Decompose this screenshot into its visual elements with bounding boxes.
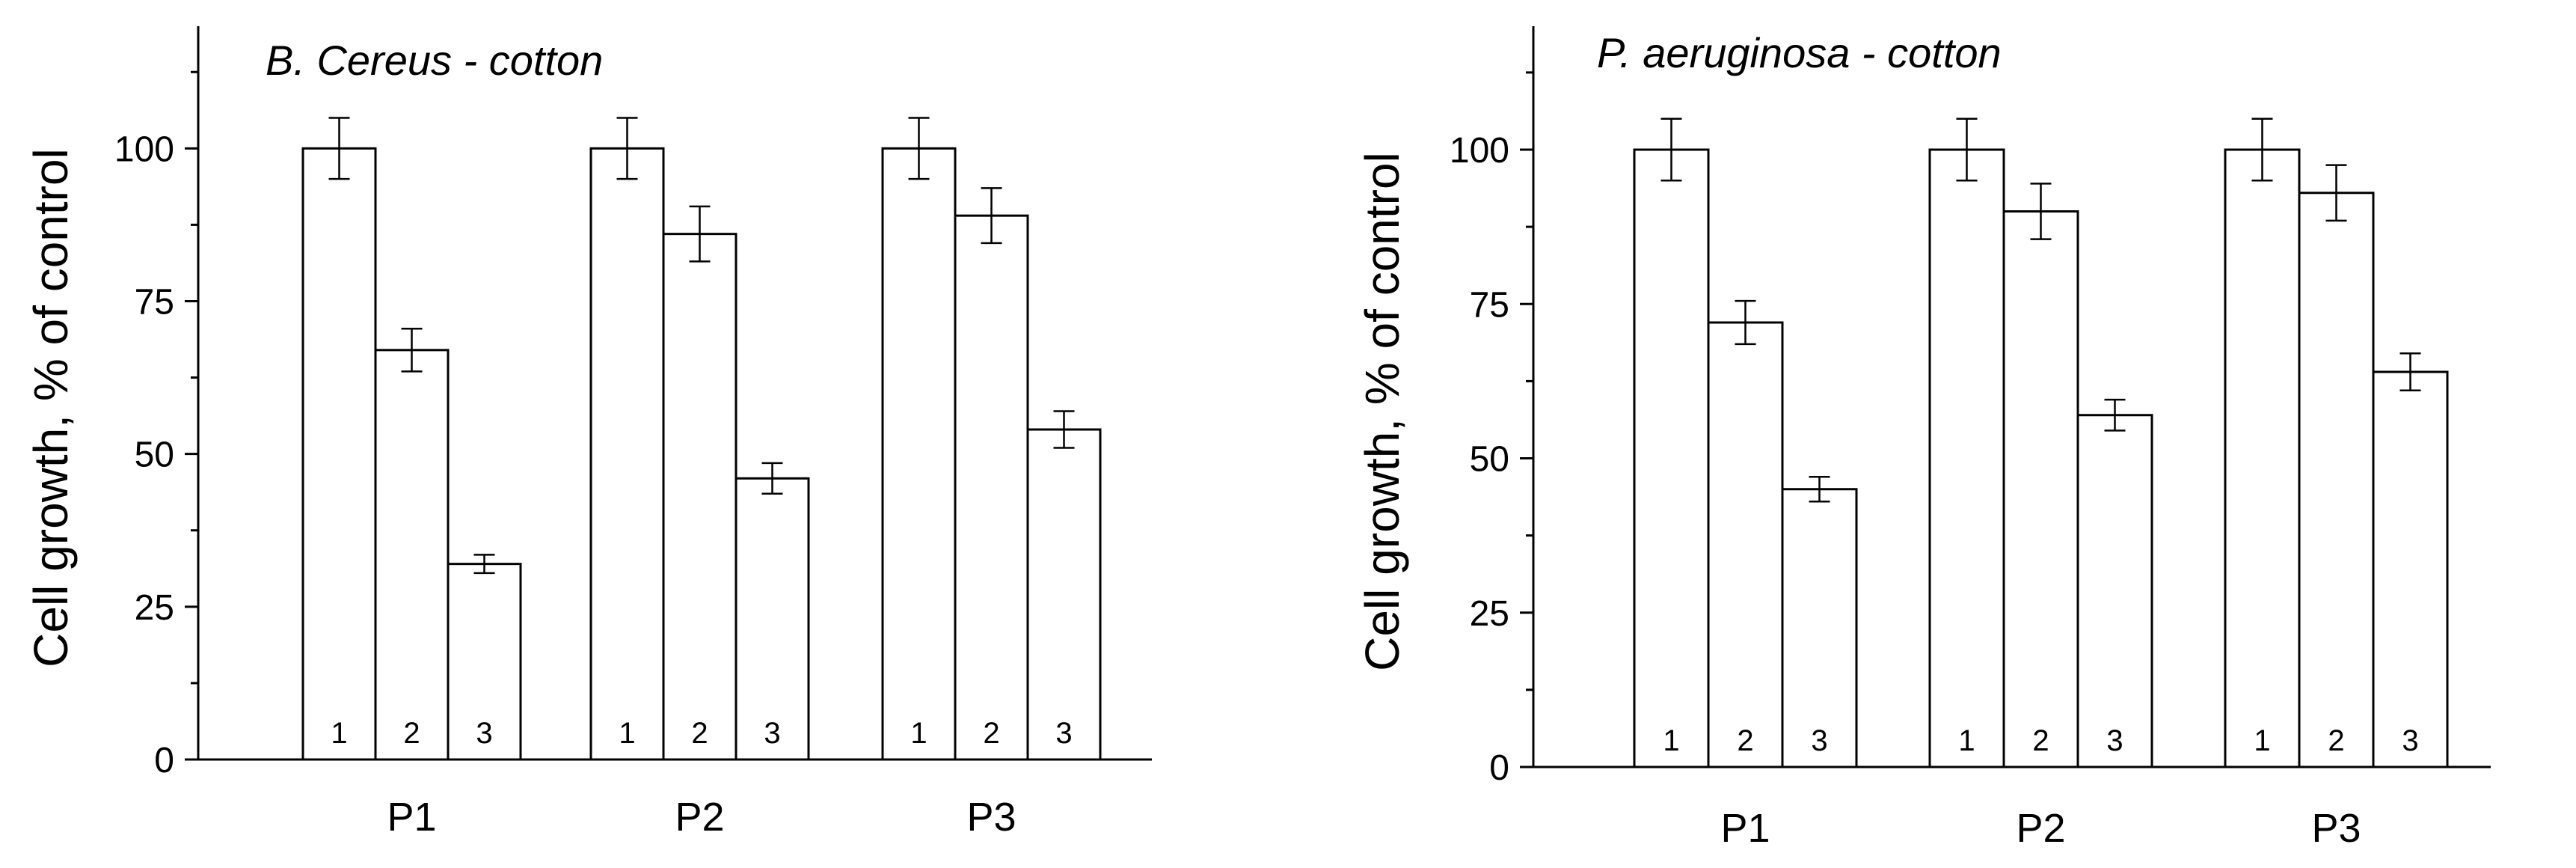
y-tick-label: 100: [114, 129, 174, 169]
x-category-label: P2: [2016, 806, 2065, 851]
bar-number-label: 3: [1811, 724, 1827, 757]
y-tick-label: 50: [135, 435, 174, 475]
chart-panel-bcereus: B. Cereus - cotton Cell growth, % of cont…: [24, 26, 1152, 840]
bar-P3-2: [2298, 192, 2375, 768]
bar-P3-3: [2372, 370, 2449, 768]
bar-number-label: 1: [2254, 724, 2270, 757]
bar-number-label: 1: [1663, 724, 1679, 757]
y-axis-label: Cell growth, % of control: [1355, 152, 1409, 671]
bar-number-label: 2: [1737, 724, 1753, 757]
bar-P2-3: [735, 477, 810, 761]
y-tick-label: 0: [1489, 748, 1509, 788]
bar-P1-1: [301, 147, 377, 761]
y-tick-label: 0: [154, 741, 174, 780]
bar-P1-2: [374, 349, 450, 761]
bar-P2-2: [662, 233, 737, 761]
bar-number-label: 3: [476, 717, 492, 750]
chart-title: B. Cereus - cotton: [266, 37, 603, 84]
bar-P3-1: [881, 147, 957, 761]
bar-number-label: 3: [1055, 717, 1072, 750]
y-tick-label: 25: [1470, 594, 1509, 634]
bar-number-label: 1: [910, 717, 927, 750]
x-category-label: P2: [675, 795, 724, 840]
bar-number-label: 2: [691, 717, 708, 750]
y-tick-label: 75: [135, 283, 174, 323]
x-category-label: P3: [966, 795, 1016, 840]
chart-title: P. aeruginosa - cotton: [1597, 29, 2002, 76]
y-tick-label: 50: [1470, 440, 1509, 480]
bar-P3-2: [954, 214, 1029, 761]
bar-number-label: 3: [2106, 724, 2123, 757]
bar-P1-1: [1633, 148, 1710, 768]
y-tick-label: 75: [1470, 285, 1509, 325]
x-category-label: P1: [1720, 806, 1770, 851]
bar-number-label: 3: [764, 717, 780, 750]
x-category-label: P3: [2311, 806, 2361, 851]
bar-number-label: 2: [2328, 724, 2344, 757]
bar-number-label: 1: [619, 717, 635, 750]
bar-number-label: 2: [403, 717, 420, 750]
y-tick-label: 100: [1450, 131, 1509, 171]
bar-P2-1: [1928, 148, 2005, 768]
bar-number-label: 2: [983, 717, 999, 750]
bar-P3-3: [1026, 428, 1102, 761]
bar-number-label: 1: [331, 717, 347, 750]
bar-P1-2: [1707, 321, 1784, 768]
bar-P2-1: [589, 147, 665, 761]
bar-number-label: 3: [2402, 724, 2418, 757]
y-axis-label: Cell growth, % of control: [24, 148, 78, 667]
bar-number-label: 2: [2032, 724, 2049, 757]
bar-P3-1: [2224, 148, 2301, 768]
bar-P1-3: [1781, 488, 1858, 768]
y-tick-label: 25: [135, 588, 174, 628]
x-category-label: P1: [387, 795, 436, 840]
bar-number-label: 1: [1958, 724, 1975, 757]
chart-panel-paeruginosa: P. aeruginosa - cotton Cell growth, % of …: [1355, 26, 2491, 851]
bar-P2-3: [2076, 414, 2153, 768]
bar-P2-2: [2002, 210, 2079, 768]
